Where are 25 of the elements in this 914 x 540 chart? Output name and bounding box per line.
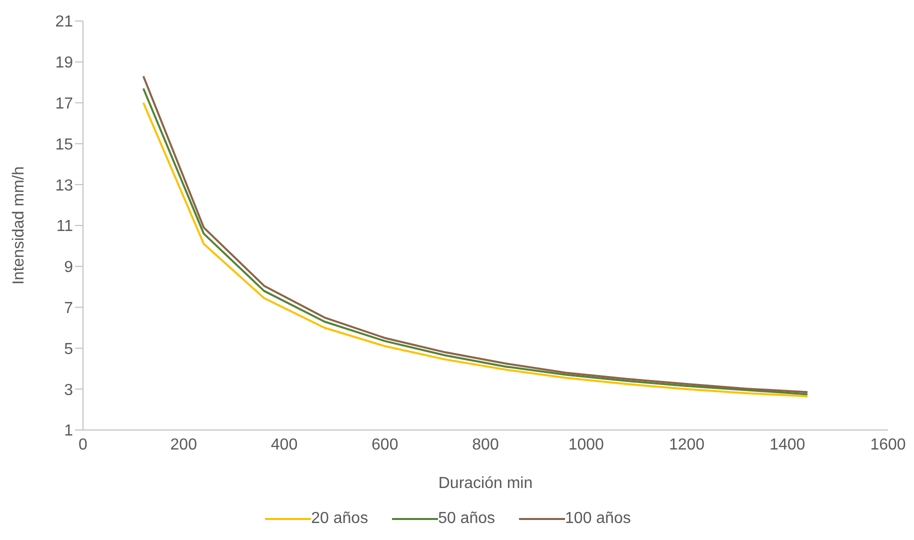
x-tick-label: 800 — [472, 436, 499, 454]
y-tick-label: 3 — [64, 382, 74, 399]
x-tick-label: 400 — [270, 436, 298, 454]
x-tick-label: 600 — [372, 436, 398, 454]
x-tick-label: 1000 — [568, 436, 604, 454]
y-tick-label: 5 — [64, 340, 74, 358]
x-tick-label: 1200 — [668, 436, 705, 454]
y-tick-label: 7 — [64, 300, 74, 317]
x-axis-title: Duración min — [438, 475, 533, 492]
y-tick-label: 15 — [55, 136, 74, 154]
y-tick-label: 9 — [64, 259, 74, 276]
y-tick-label: 11 — [56, 218, 74, 236]
y-tick-label: 13 — [55, 177, 74, 194]
x-tick-label: 200 — [170, 436, 198, 454]
x-tick-label: 0 — [78, 436, 88, 454]
legend-label: 20 años — [311, 510, 368, 528]
y-tick-label: 17 — [55, 95, 74, 112]
y-tick-label: 21 — [55, 14, 74, 31]
legend-label: 50 años — [438, 510, 496, 528]
y-axis-title: Intensidad mm/h — [10, 166, 28, 285]
y-tick-label: 19 — [55, 54, 74, 72]
x-tick-label: 1400 — [770, 436, 806, 454]
y-tick-label: 1 — [64, 422, 74, 440]
x-tick-label: 1600 — [870, 436, 906, 454]
legend-label: 100 años — [565, 510, 631, 528]
